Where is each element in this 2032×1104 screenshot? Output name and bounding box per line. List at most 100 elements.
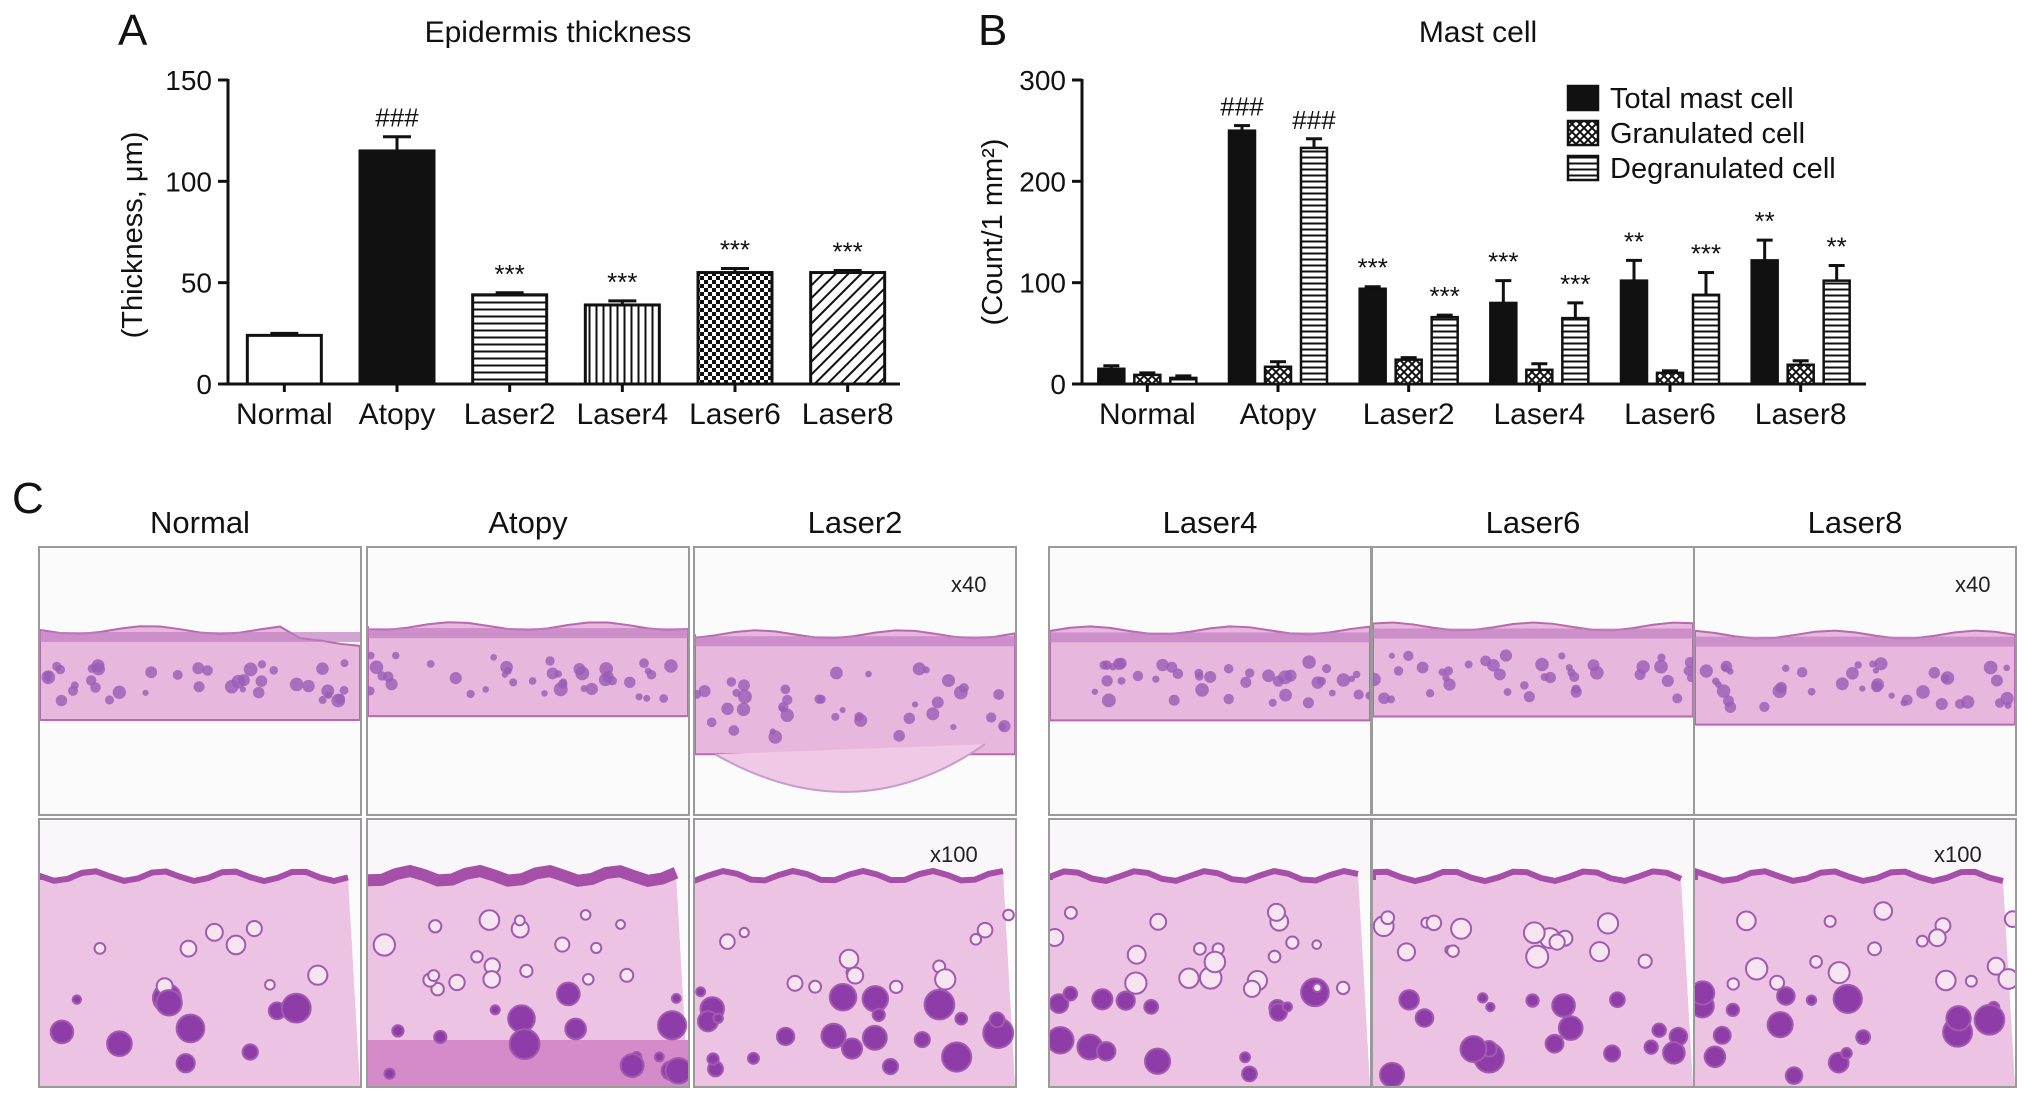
chart-a-significance-label: ***	[720, 234, 750, 264]
follicle	[1101, 675, 1113, 687]
follicle	[1050, 1026, 1075, 1055]
follicle	[1888, 692, 1895, 699]
chart-b-bar	[1691, 293, 1721, 386]
follicle	[986, 712, 997, 723]
chart-mast-cell: Mast cell (Count/1 mm²) 0 100 200 300 Normal…	[977, 16, 1866, 431]
follicle	[1596, 912, 1620, 935]
follicle	[255, 675, 268, 688]
histology-image-graphic	[1695, 820, 2015, 1086]
follicle	[1242, 979, 1262, 998]
follicle	[1736, 910, 1757, 932]
follicle	[528, 677, 537, 685]
follicle	[385, 678, 398, 691]
micrograph-group-title: Laser8	[1807, 505, 1903, 540]
follicle	[564, 1017, 587, 1041]
follicle	[1523, 691, 1535, 703]
follicle	[1983, 660, 1998, 675]
follicle	[1915, 934, 1929, 948]
follicle	[1874, 657, 1888, 671]
follicle	[1091, 988, 1114, 1011]
chart-b-category-label: Laser2	[1363, 398, 1455, 431]
chart-a-title: Epidermis thickness	[425, 16, 692, 49]
follicle	[1388, 652, 1395, 659]
follicle	[449, 672, 462, 685]
histology-image	[1371, 818, 1695, 1088]
follicle	[1567, 668, 1576, 677]
follicle	[546, 667, 559, 680]
follicle	[302, 679, 315, 693]
follicle	[1113, 658, 1126, 671]
follicle	[1267, 949, 1282, 964]
histology-image-graphic	[695, 820, 1015, 1086]
chart-b-category-label: Laser8	[1755, 398, 1847, 431]
follicle	[1725, 1002, 1741, 1018]
follicle	[1352, 670, 1361, 679]
follicle	[1115, 990, 1136, 1011]
follicle	[1143, 998, 1160, 1015]
follicle	[1379, 1061, 1406, 1086]
follicle	[1204, 670, 1217, 683]
micrograph-group-title: Normal	[150, 505, 250, 540]
follicle	[482, 970, 502, 989]
follicle	[558, 679, 568, 689]
follicle	[1300, 977, 1330, 1008]
follicle	[659, 694, 669, 703]
chart-a-significance-label: ***	[832, 237, 862, 267]
follicle	[1285, 935, 1300, 950]
follicle	[1166, 661, 1178, 673]
chart-b-legend-swatch	[1566, 119, 1600, 147]
follicle	[1195, 672, 1204, 681]
follicle	[721, 702, 734, 716]
follicle	[1973, 1003, 2006, 1036]
follicle	[1651, 1022, 1667, 1038]
follicle	[1443, 666, 1454, 676]
follicle	[585, 682, 598, 696]
chart-b-bar	[1133, 373, 1162, 386]
follicle	[1416, 661, 1429, 674]
chart-b-category-label: Atopy	[1240, 398, 1317, 431]
follicle	[41, 670, 56, 685]
panel-label-a: A	[118, 6, 148, 55]
follicle	[706, 717, 717, 728]
follicle	[579, 909, 592, 921]
follicle	[1570, 686, 1582, 698]
follicle	[950, 723, 957, 731]
follicle	[619, 1053, 645, 1079]
follicle	[541, 690, 548, 697]
follicle	[1132, 670, 1144, 682]
follicle	[1840, 1047, 1853, 1060]
follicle	[519, 963, 534, 978]
follicle	[489, 1004, 501, 1016]
follicle	[1126, 944, 1147, 965]
chart-b-legend-swatch	[1566, 84, 1600, 112]
follicle	[941, 1041, 973, 1073]
follicle	[280, 992, 312, 1024]
follicle	[324, 691, 333, 699]
follicle	[1927, 928, 1947, 948]
chart-epidermis-thickness: Epidermis thickness (Thickness, μm) 0 50 1…	[117, 16, 900, 431]
chart-b-bar	[1822, 279, 1851, 386]
follicle	[1990, 674, 2003, 687]
follicle	[554, 670, 562, 678]
follicle	[1239, 1051, 1251, 1064]
epidermis-layer	[1050, 867, 1359, 884]
follicle	[1657, 653, 1666, 662]
chart-a-significance-label: ***	[607, 267, 637, 297]
chart-a-category-label: Laser8	[802, 398, 894, 431]
histology-image	[38, 818, 362, 1088]
follicle	[1716, 684, 1731, 698]
follicle	[719, 933, 736, 950]
follicle	[112, 685, 127, 699]
follicle	[369, 660, 384, 675]
follicle	[959, 683, 969, 693]
follicle	[478, 909, 501, 931]
follicle	[1916, 685, 1930, 699]
follicle	[1117, 676, 1126, 685]
follicle	[775, 1026, 796, 1047]
histology-image	[1048, 818, 1372, 1088]
micrograph-group-title: Laser2	[807, 505, 903, 540]
follicle	[2000, 691, 2014, 706]
chart-b-significance-label: ***	[1429, 281, 1459, 311]
histology-image	[366, 546, 690, 816]
follicle	[2003, 910, 2015, 928]
